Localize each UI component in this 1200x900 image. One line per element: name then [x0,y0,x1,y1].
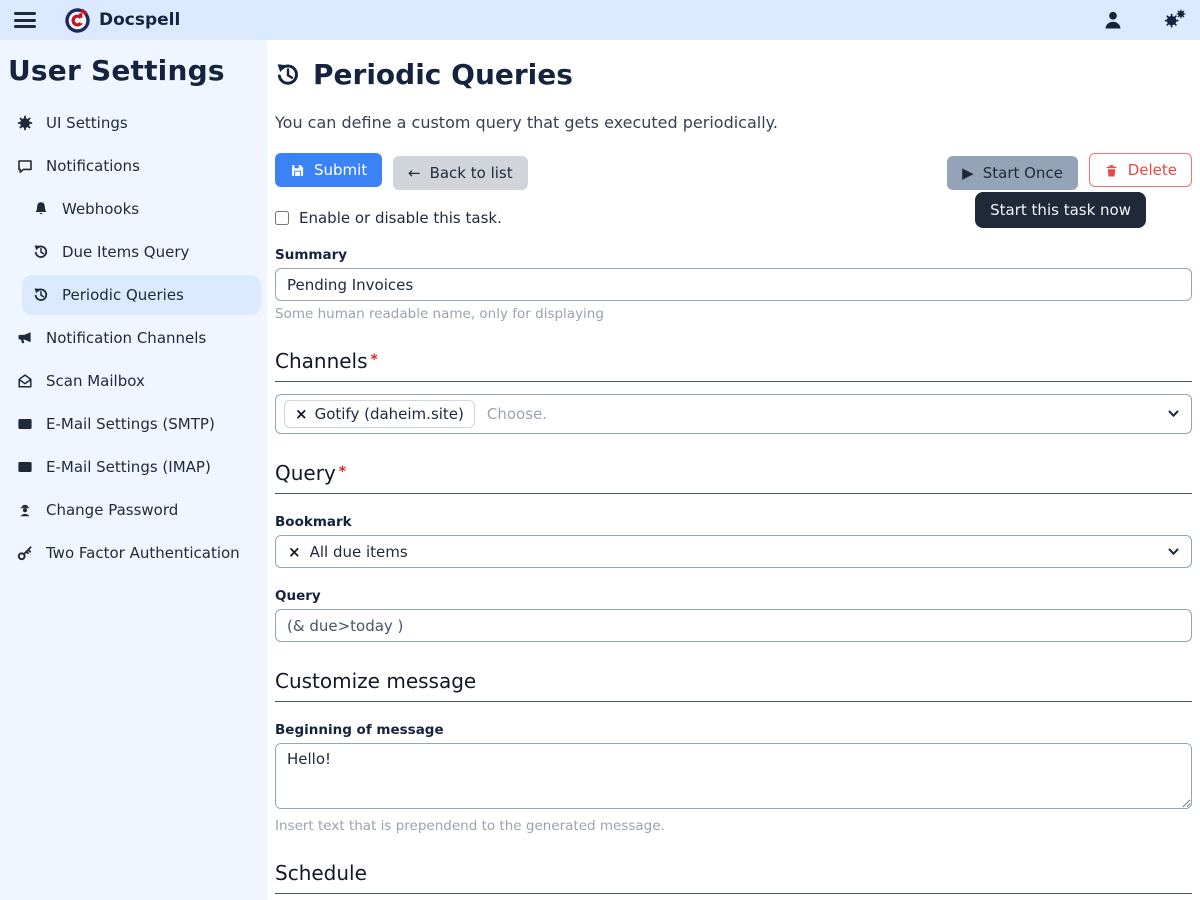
summary-label: Summary [275,247,348,263]
sidebar-item-ui-settings[interactable]: UI Settings [6,103,261,143]
schedule-heading: Schedule [275,861,1192,894]
key-icon [16,545,34,561]
sidebar-item-label: Periodic Queries [62,286,184,304]
summary-hint: Some human readable name, only for displ… [275,306,604,322]
channels-heading: Channels * [275,349,1192,382]
sidebar-item-label: UI Settings [46,114,128,132]
envelope-icon [16,459,34,475]
trash-icon [1106,164,1117,176]
settings-gears-icon[interactable] [1164,9,1186,31]
chevron-down-icon [1168,548,1179,555]
comment-icon [16,158,34,174]
user-account-icon[interactable] [1102,9,1124,31]
sidebar-item-due-items-query[interactable]: Due Items Query [22,232,261,272]
submit-button[interactable]: Submit [275,153,383,187]
beginning-of-message-label: Beginning of message [275,722,444,738]
remove-chip-icon[interactable]: × [295,405,308,423]
envelope-open-icon [16,373,34,389]
sidebar-item-label: Scan Mailbox [46,372,145,390]
sidebar-item-change-password[interactable]: Change Password [6,490,261,530]
channel-chip[interactable]: × Gotify (daheim.site) [284,400,475,428]
cog-icon [16,115,34,131]
sidebar-item-notifications[interactable]: Notifications [6,146,261,186]
sidebar-item-label: Notifications [46,157,140,175]
required-marker: * [370,352,378,368]
customize-message-heading: Customize message [275,669,1192,702]
main-content: Periodic Queries You can define a custom… [267,40,1200,900]
sidebar: User Settings UI Settings Notifications … [0,40,267,900]
arrow-left-icon: ← [408,163,421,182]
user-secret-icon [16,502,34,518]
app-title: Docspell [99,10,181,30]
channels-select[interactable]: × Gotify (daheim.site) Choose. [275,394,1192,434]
query-input[interactable] [275,609,1192,642]
menu-icon[interactable] [14,12,36,28]
sidebar-item-e-mail-settings-imap[interactable]: E-Mail Settings (IMAP) [6,447,261,487]
sidebar-item-label: E-Mail Settings (SMTP) [46,415,215,433]
action-bar: Submit ← Back to list ▶ Start Once [275,153,1192,228]
chevron-down-icon [1168,410,1179,418]
sidebar-item-webhooks[interactable]: Webhooks [22,189,261,229]
page-title: Periodic Queries [275,58,1192,91]
page-subtitle: You can define a custom query that gets … [275,113,778,132]
message-hint: Insert text that is prependend to the ge… [275,818,665,834]
sidebar-items: UI Settings Notifications Webhooks Due I… [0,103,267,573]
query-label: Query [275,588,321,604]
sidebar-title: User Settings [8,54,225,87]
bell-icon [32,201,50,217]
sidebar-item-notification-channels[interactable]: Notification Channels [6,318,261,358]
sidebar-item-label: Webhooks [62,200,140,218]
envelope-icon [16,416,34,432]
docspell-logo-icon [65,7,90,33]
history-icon [276,62,298,85]
start-once-button[interactable]: ▶ Start Once [947,156,1078,190]
bookmark-label: Bookmark [275,514,352,530]
sidebar-item-label: Two Factor Authentication [46,544,240,562]
sidebar-item-label: Due Items Query [62,243,190,261]
back-to-list-button[interactable]: ← Back to list [393,156,528,190]
sidebar-item-e-mail-settings-smtp[interactable]: E-Mail Settings (SMTP) [6,404,261,444]
save-icon [292,164,304,176]
enable-task-checkbox[interactable] [275,211,289,225]
bullhorn-icon [16,330,34,346]
app-brand[interactable]: Docspell [64,7,180,34]
history-icon [32,287,50,303]
bookmark-select[interactable]: × All due items [275,535,1192,568]
enable-task-row: Enable or disable this task. [275,209,1192,227]
history-icon [32,244,50,260]
sidebar-item-periodic-queries[interactable]: Periodic Queries [22,275,261,315]
sidebar-item-label: Change Password [46,501,179,519]
query-heading: Query * [275,461,1192,494]
channels-placeholder: Choose. [486,405,548,423]
sidebar-item-label: E-Mail Settings (IMAP) [46,458,211,476]
enable-task-label: Enable or disable this task. [299,209,502,227]
summary-input[interactable] [275,268,1192,301]
sidebar-item-two-factor-authentication[interactable]: Two Factor Authentication [6,533,261,573]
sidebar-item-scan-mailbox[interactable]: Scan Mailbox [6,361,261,401]
delete-button[interactable]: Delete [1088,153,1192,187]
beginning-of-message-textarea[interactable]: Hello! these are to pay soon: [275,743,1192,809]
clear-bookmark-icon[interactable]: × [288,542,301,561]
required-marker: * [338,464,347,480]
topbar: Docspell [0,0,1200,40]
sidebar-item-label: Notification Channels [46,329,207,347]
play-icon: ▶ [962,163,974,182]
start-once-tooltip: Start this task now [975,192,1146,228]
